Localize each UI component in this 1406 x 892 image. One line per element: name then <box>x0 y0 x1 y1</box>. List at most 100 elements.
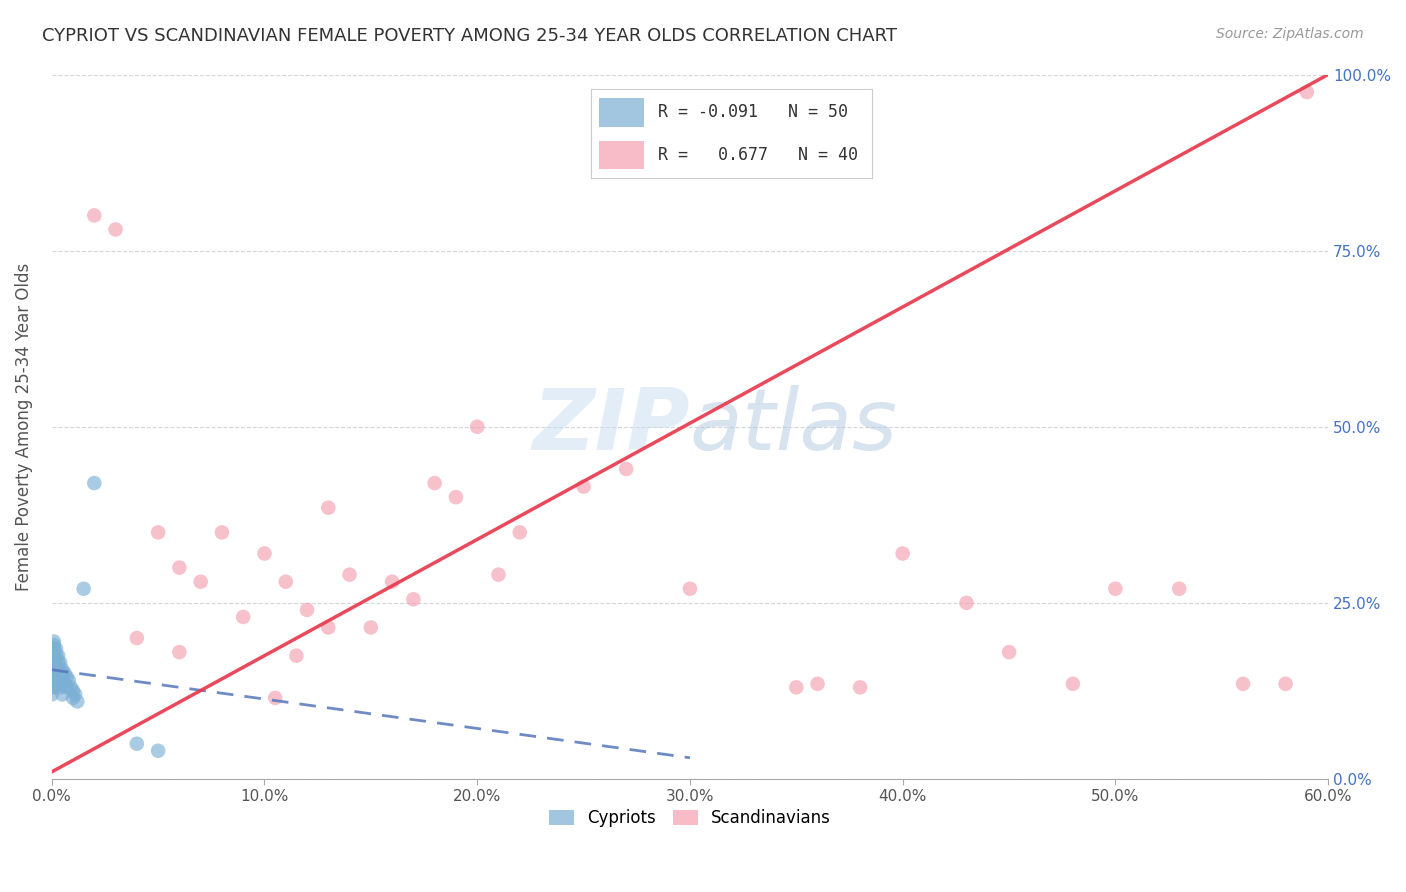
Scandinavians <box>146 525 169 540</box>
Cypriots <box>42 656 65 670</box>
Cypriots <box>51 663 73 677</box>
Cypriots <box>49 656 72 670</box>
Cypriots <box>49 681 72 695</box>
Cypriots <box>46 656 69 670</box>
Scandinavians <box>211 525 233 540</box>
Scandinavians <box>614 462 637 476</box>
Scandinavians <box>572 480 595 494</box>
Scandinavians <box>423 476 446 491</box>
Scandinavians <box>104 222 127 236</box>
Cypriots <box>41 648 63 663</box>
Scandinavians <box>998 645 1021 659</box>
Cypriots <box>41 663 63 677</box>
Scandinavians <box>444 490 467 504</box>
Cypriots <box>42 652 65 666</box>
Cypriots <box>63 687 86 701</box>
Cypriots <box>42 638 65 652</box>
Cypriots <box>42 648 65 663</box>
Cypriots <box>55 681 77 695</box>
Cypriots <box>45 641 67 656</box>
Scandinavians <box>1168 582 1191 596</box>
Cypriots <box>73 582 96 596</box>
Cypriots <box>59 681 82 695</box>
Cypriots <box>41 673 63 688</box>
Cypriots <box>42 681 65 695</box>
Text: CYPRIOT VS SCANDINAVIAN FEMALE POVERTY AMONG 25-34 YEAR OLDS CORRELATION CHART: CYPRIOT VS SCANDINAVIAN FEMALE POVERTY A… <box>42 27 897 45</box>
Text: R =   0.677   N = 40: R = 0.677 N = 40 <box>658 146 858 164</box>
Scandinavians <box>1062 677 1084 691</box>
Text: R = -0.091   N = 50: R = -0.091 N = 50 <box>658 103 848 121</box>
Scandinavians <box>1104 582 1126 596</box>
Scandinavians <box>891 547 914 561</box>
Scandinavians <box>402 592 425 607</box>
Scandinavians <box>339 567 361 582</box>
Scandinavians <box>488 567 510 582</box>
Cypriots <box>45 670 67 684</box>
Text: Source: ZipAtlas.com: Source: ZipAtlas.com <box>1216 27 1364 41</box>
Cypriots <box>46 673 69 688</box>
Scandinavians <box>1295 85 1317 99</box>
Scandinavians <box>295 603 318 617</box>
Cypriots <box>83 476 105 491</box>
Scandinavians <box>264 690 287 705</box>
Cypriots <box>42 673 65 688</box>
Scandinavians <box>285 648 308 663</box>
Cypriots <box>41 659 63 673</box>
Scandinavians <box>679 582 702 596</box>
Cypriots <box>45 656 67 670</box>
Bar <box>599 98 644 127</box>
Legend: Cypriots, Scandinavians: Cypriots, Scandinavians <box>543 803 838 834</box>
Cypriots <box>55 670 77 684</box>
Cypriots <box>41 670 63 684</box>
Scandinavians <box>125 631 148 645</box>
Cypriots <box>41 666 63 681</box>
Scandinavians <box>253 547 276 561</box>
Cypriots <box>51 670 73 684</box>
Cypriots <box>66 694 89 708</box>
Cypriots <box>62 684 84 698</box>
Scandinavians <box>509 525 531 540</box>
Cypriots <box>42 663 65 677</box>
Cypriots <box>146 744 169 758</box>
Cypriots <box>41 681 63 695</box>
Cypriots <box>41 656 63 670</box>
Y-axis label: Female Poverty Among 25-34 Year Olds: Female Poverty Among 25-34 Year Olds <box>15 262 32 591</box>
Scandinavians <box>806 677 828 691</box>
Scandinavians <box>83 208 105 222</box>
Text: atlas: atlas <box>690 385 898 468</box>
Cypriots <box>125 737 148 751</box>
Text: ZIP: ZIP <box>533 385 690 468</box>
Scandinavians <box>381 574 404 589</box>
Cypriots <box>46 663 69 677</box>
Cypriots <box>45 677 67 691</box>
Scandinavians <box>169 645 191 659</box>
Cypriots <box>51 687 73 701</box>
Scandinavians <box>1232 677 1254 691</box>
Cypriots <box>62 690 84 705</box>
Scandinavians <box>190 574 212 589</box>
Cypriots <box>49 666 72 681</box>
Cypriots <box>41 687 63 701</box>
Cypriots <box>58 673 80 688</box>
Cypriots <box>45 663 67 677</box>
Scandinavians <box>1274 677 1296 691</box>
Scandinavians <box>465 419 488 434</box>
Bar <box>599 141 644 169</box>
Cypriots <box>42 634 65 648</box>
Cypriots <box>46 648 69 663</box>
Scandinavians <box>274 574 297 589</box>
Scandinavians <box>849 681 872 695</box>
Scandinavians <box>316 500 339 515</box>
Scandinavians <box>785 681 807 695</box>
Cypriots <box>53 666 76 681</box>
Scandinavians <box>360 620 382 634</box>
Cypriots <box>42 666 65 681</box>
Cypriots <box>42 641 65 656</box>
Scandinavians <box>316 620 339 634</box>
Scandinavians <box>955 596 977 610</box>
Scandinavians <box>232 610 254 624</box>
Cypriots <box>45 648 67 663</box>
Cypriots <box>41 645 63 659</box>
Cypriots <box>53 677 76 691</box>
Scandinavians <box>169 560 191 574</box>
